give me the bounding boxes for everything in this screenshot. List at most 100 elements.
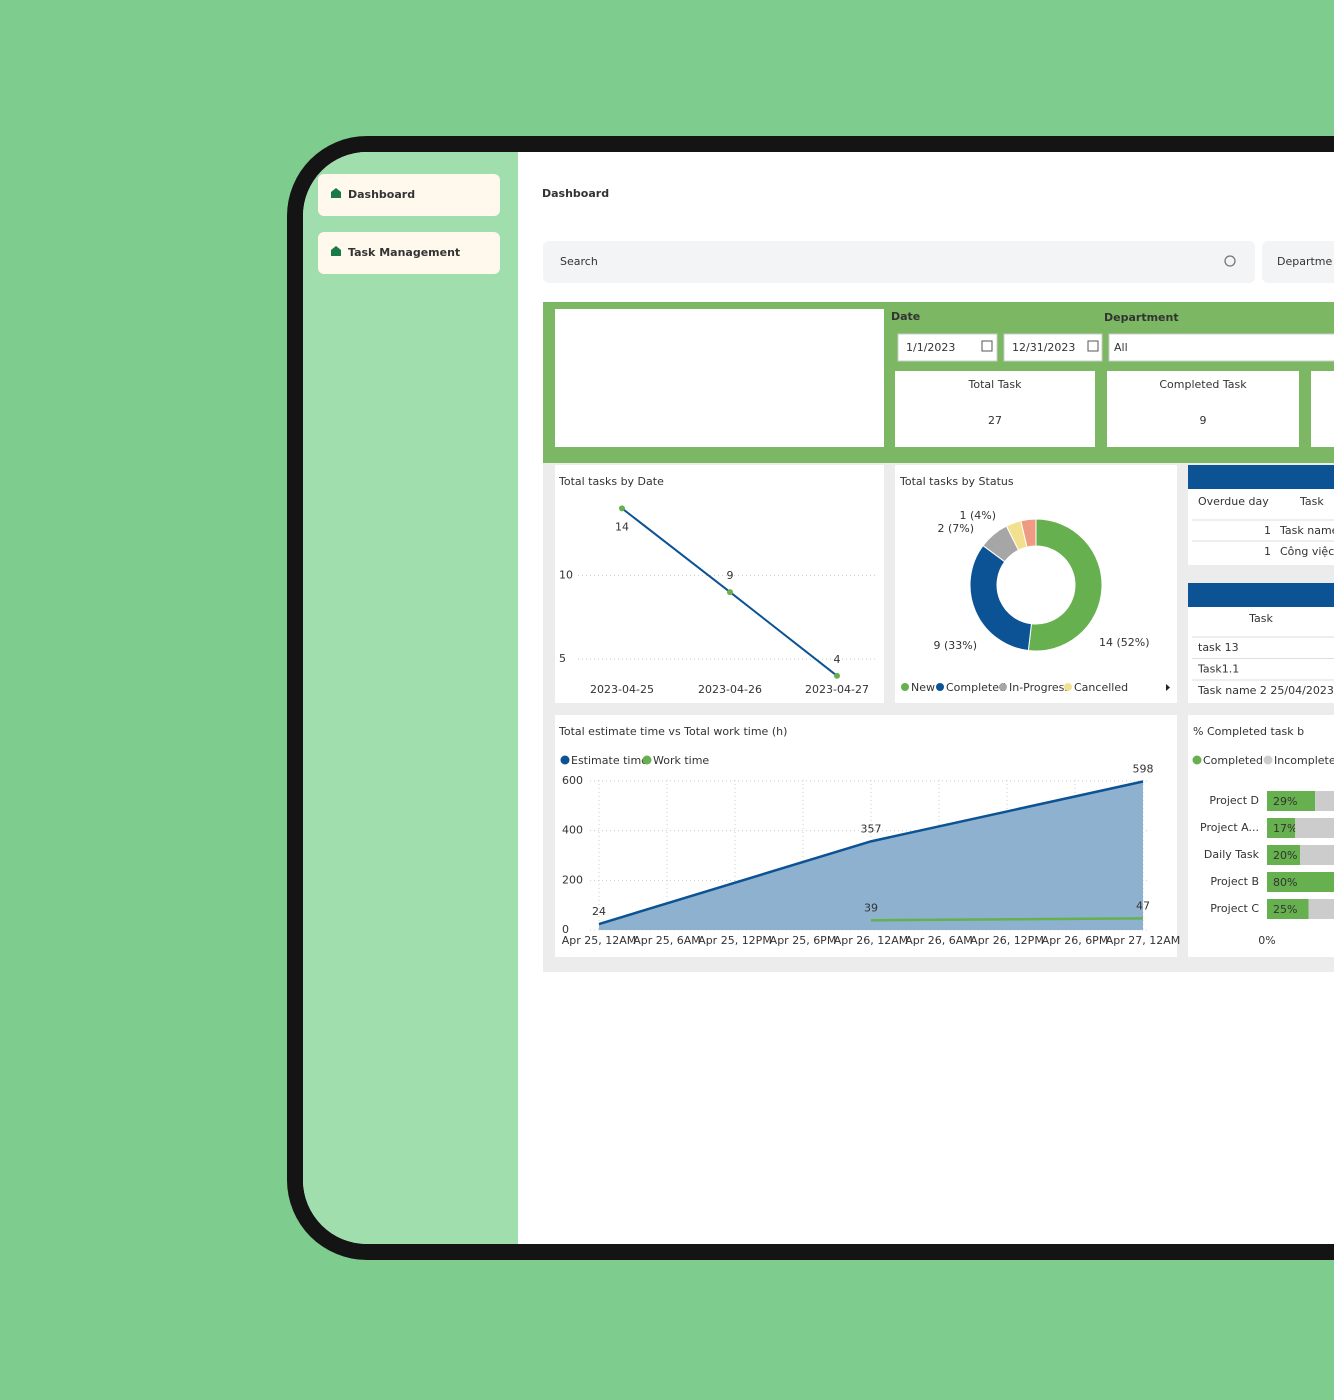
- legend-next[interactable]: [1166, 684, 1170, 691]
- kpi-card: [1107, 371, 1299, 447]
- y-tick-label: Project C: [1210, 902, 1259, 915]
- area: [599, 781, 1143, 930]
- legend-label: Cancelled: [1074, 681, 1128, 694]
- legend-label: Incomplete: [1274, 754, 1334, 767]
- page-title: Dashboard: [542, 187, 609, 200]
- bar: [1267, 791, 1316, 811]
- table-header: Task: [1299, 495, 1324, 508]
- data-label: 29%: [1273, 795, 1297, 808]
- table-header-bar: [1188, 465, 1334, 489]
- y-tick-label: 0: [562, 923, 569, 936]
- data-label: 9: [727, 569, 734, 582]
- chart-title: % Completed task b: [1193, 725, 1304, 738]
- legend-swatch: [936, 683, 944, 691]
- legend-swatch: [560, 755, 570, 765]
- data-label: 2 (7%): [937, 522, 974, 535]
- x-tick-label: Apr 25, 6PM: [770, 934, 837, 947]
- table-header: Task: [1248, 612, 1273, 625]
- x-tick-label: 0%: [1258, 934, 1275, 947]
- date-label: Date: [891, 310, 920, 323]
- x-tick-label: Apr 26, 6PM: [1042, 934, 1109, 947]
- legend-swatch: [1263, 755, 1273, 765]
- filter-input[interactable]: [1003, 333, 1103, 362]
- nav-icon: [331, 188, 341, 198]
- calendar-icon: [981, 340, 993, 352]
- filter-button[interactable]: [1262, 241, 1334, 283]
- kpi-label: Completed Task: [1159, 378, 1247, 391]
- kpi-value: 27: [988, 414, 1002, 427]
- table-cell: 1: [1264, 545, 1271, 558]
- filter-input[interactable]: [1108, 333, 1334, 362]
- x-tick-label: 2023-04-26: [698, 683, 762, 696]
- x-tick-label: 2023-04-27: [805, 683, 869, 696]
- y-tick-label: Project B: [1210, 875, 1259, 888]
- data-label: 17%: [1273, 822, 1297, 835]
- search-placeholder: Search: [560, 255, 598, 268]
- donut-slice: [1020, 518, 1037, 548]
- chart-card: [895, 465, 1177, 703]
- bar: [1315, 791, 1334, 811]
- x-tick-label: 2023-04-25: [590, 683, 654, 696]
- table-cell: Task1.1: [1197, 663, 1239, 676]
- filter-value: 12/31/2023: [1012, 341, 1075, 354]
- legend-swatch: [1192, 755, 1202, 765]
- y-tick-label: Project A...: [1200, 821, 1259, 834]
- x-tick-label: Apr 25, 6AM: [633, 934, 701, 947]
- search-box[interactable]: [543, 241, 1255, 283]
- nav-label[interactable]: Task Management: [348, 246, 460, 259]
- data-label: 14 (52%): [1099, 636, 1150, 649]
- x-tick-label: Apr 26, 12AM: [834, 934, 909, 947]
- y-tick-label: 200: [562, 873, 583, 886]
- data-label: 25%: [1273, 903, 1297, 916]
- table-cell: 1: [1264, 524, 1271, 537]
- table-cell: task 13: [1198, 641, 1239, 654]
- filter-value: All: [1114, 341, 1128, 354]
- sidebar: [303, 152, 518, 1244]
- y-tick-label: Daily Task: [1204, 848, 1260, 861]
- chart-title: Total tasks by Status: [899, 475, 1014, 488]
- legend-swatch: [1064, 683, 1072, 691]
- nav-item[interactable]: [318, 174, 500, 216]
- x-tick-label: Apr 26, 12PM: [970, 934, 1044, 947]
- y-tick-label: Project D: [1209, 794, 1259, 807]
- legend-label: Completed: [1203, 754, 1263, 767]
- search-icon: [1224, 255, 1236, 267]
- filter-button-label: Departme: [1277, 255, 1333, 268]
- x-tick-label: Apr 25, 12PM: [698, 934, 772, 947]
- nav-item[interactable]: [318, 232, 500, 274]
- x-tick-label: Apr 26, 6AM: [905, 934, 973, 947]
- data-label: 39: [864, 901, 878, 914]
- nav-label[interactable]: Dashboard: [348, 188, 415, 201]
- table-cell: Task name 2 25/04/2023: [1197, 684, 1334, 697]
- line: [598, 780, 1144, 926]
- table-cell: Task name: [1279, 524, 1334, 537]
- legend-swatch: [642, 755, 652, 765]
- filter-input[interactable]: [897, 333, 998, 362]
- filter-value: 1/1/2023: [906, 341, 955, 354]
- bar: [1267, 872, 1334, 892]
- chart-title: Total tasks by Date: [558, 475, 664, 488]
- data-label: 357: [861, 822, 882, 835]
- legend-label: In-Progress: [1009, 681, 1070, 694]
- legend-label: Completed: [946, 681, 1006, 694]
- bar: [1295, 818, 1334, 838]
- legend-label: Estimate time: [571, 754, 648, 767]
- point: [727, 589, 733, 596]
- table-header: Overdue day: [1198, 495, 1269, 508]
- donut-slice: [969, 544, 1033, 652]
- screen: Dashboard Task Management Dashboard Search D…: [303, 152, 1334, 1244]
- data-label: 20%: [1273, 849, 1297, 862]
- bar: [1267, 845, 1301, 865]
- bar: [1267, 818, 1296, 838]
- calendar-icon: [1087, 340, 1099, 352]
- kpi-card: [1311, 371, 1334, 447]
- bar: [1300, 845, 1334, 865]
- legend-swatch: [901, 683, 909, 691]
- data-label: 9 (33%): [933, 639, 977, 652]
- department-label: Department: [1104, 311, 1179, 324]
- nav-icon: [331, 246, 341, 256]
- logo-area: [555, 309, 884, 447]
- y-tick-label: 5: [559, 652, 566, 665]
